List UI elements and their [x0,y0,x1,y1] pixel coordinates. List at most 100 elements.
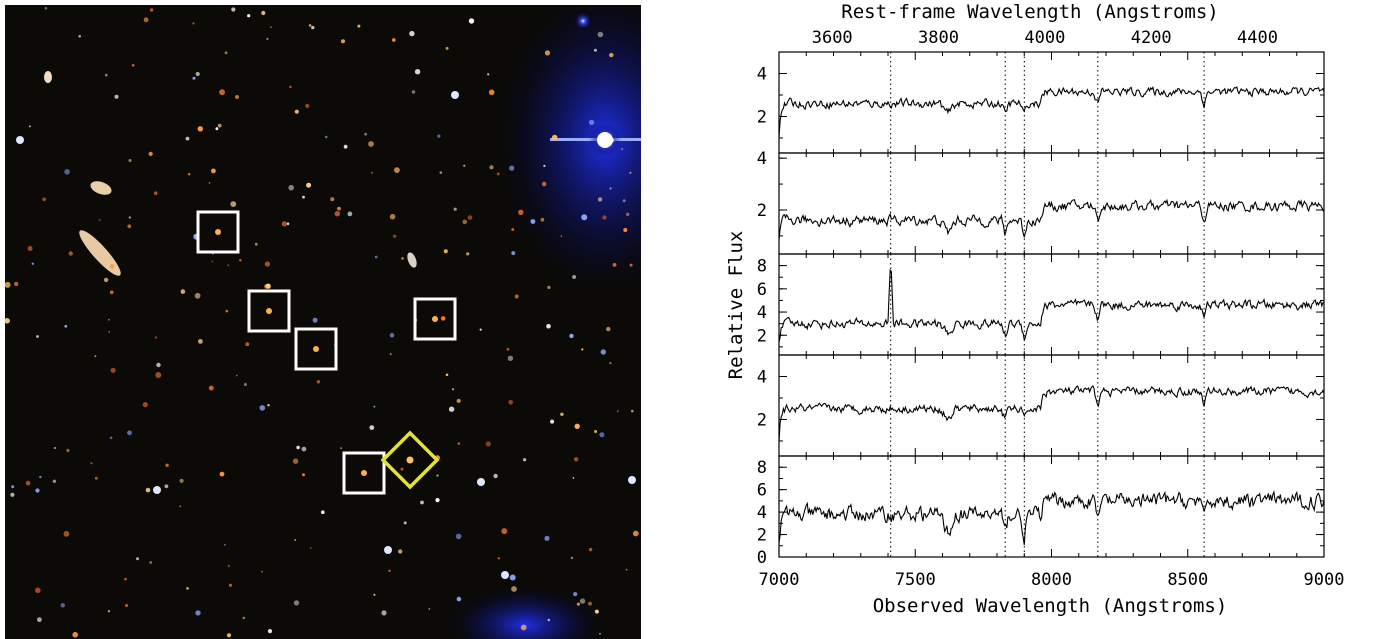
field-source [324,135,328,139]
field-source [127,430,132,436]
top-tick-label: 4400 [1237,28,1278,48]
member-box [196,210,240,254]
blue-point-source [153,486,161,494]
spectrum-panel: 24 [757,149,1325,255]
field-source [14,281,19,287]
field-source [506,347,510,351]
field-source [581,348,584,351]
field-source [195,610,201,616]
field-source [621,148,624,151]
field-source [625,568,628,571]
field-source [306,182,312,188]
field-source [511,251,516,256]
field-source [302,473,305,477]
field-source [192,76,196,80]
field-source [90,462,93,465]
y-tick-label: 6 [757,280,767,300]
field-source [597,197,603,202]
member-galaxy [215,229,221,235]
field-source [569,333,574,339]
field-source [143,17,149,23]
y-tick-label: 4 [757,65,767,85]
field-source [631,409,634,413]
field-source [224,51,228,55]
field-source [94,355,97,358]
field-source [373,405,376,408]
field-source [208,182,211,184]
field-source [488,89,495,96]
field-source [228,583,233,587]
field-source [479,328,482,331]
field-source [289,85,292,89]
field-source [606,326,611,332]
blue-point-source [501,571,509,579]
field-source [511,228,515,231]
bcg-galaxy [406,456,414,464]
field-source [186,587,189,590]
field-source [149,8,154,12]
field-source [341,39,345,44]
field-source [401,257,404,260]
blue-point-source [451,91,459,99]
field-source [302,195,305,199]
field-source [439,171,443,174]
blue-point-source [16,136,24,144]
field-source [66,448,70,453]
field-source [94,476,98,480]
bright-star-halo [495,5,641,300]
field-source [381,610,387,616]
field-source [261,10,266,16]
field-source [547,285,551,289]
field-source [308,24,312,27]
field-source [124,577,127,581]
field-source [239,259,242,262]
field-source [28,125,31,128]
field-source [155,372,162,378]
field-source [609,187,612,190]
field-source [371,171,373,174]
field-source [443,249,448,254]
field-source [389,213,396,220]
panel-frame [778,253,1325,356]
field-source [398,549,403,554]
top-tick-label: 3800 [918,28,959,48]
field-source [198,339,203,344]
field-source [148,151,153,156]
field-source [293,600,300,606]
field-source [347,211,353,217]
field-source [609,138,615,143]
field-source [455,533,462,540]
field-source [622,199,626,203]
member-galaxy [266,308,272,314]
y-tick-label: 0 [757,548,767,568]
field-source [343,144,348,149]
field-source [105,73,108,77]
field-source [508,400,513,405]
y-tick-label: 4 [757,368,767,388]
field-source [292,458,299,464]
field-source [501,528,508,535]
field-source [487,73,490,76]
field-source [270,26,272,29]
field-source [286,222,290,225]
field-source [462,219,468,225]
field-source [64,324,68,328]
field-source [497,557,500,560]
cluster-image [5,5,641,639]
field-source [243,383,247,386]
y-tick-label: 4 [757,503,767,523]
field-source [599,432,605,438]
field-source [573,457,579,462]
field-source [629,263,633,267]
field-source [420,500,424,505]
spectra-chart: Rest-frame Wavelength (Angstroms) 3600 38… [725,1,1344,617]
field-source [188,173,191,176]
field-source [164,484,169,489]
field-source [194,292,201,299]
blue-star [574,12,592,30]
field-source [5,318,10,324]
bottom-tick-label: 7000 [759,570,800,590]
field-source [127,224,132,229]
field-source [523,458,527,462]
y-tick-label: 4 [757,303,767,323]
